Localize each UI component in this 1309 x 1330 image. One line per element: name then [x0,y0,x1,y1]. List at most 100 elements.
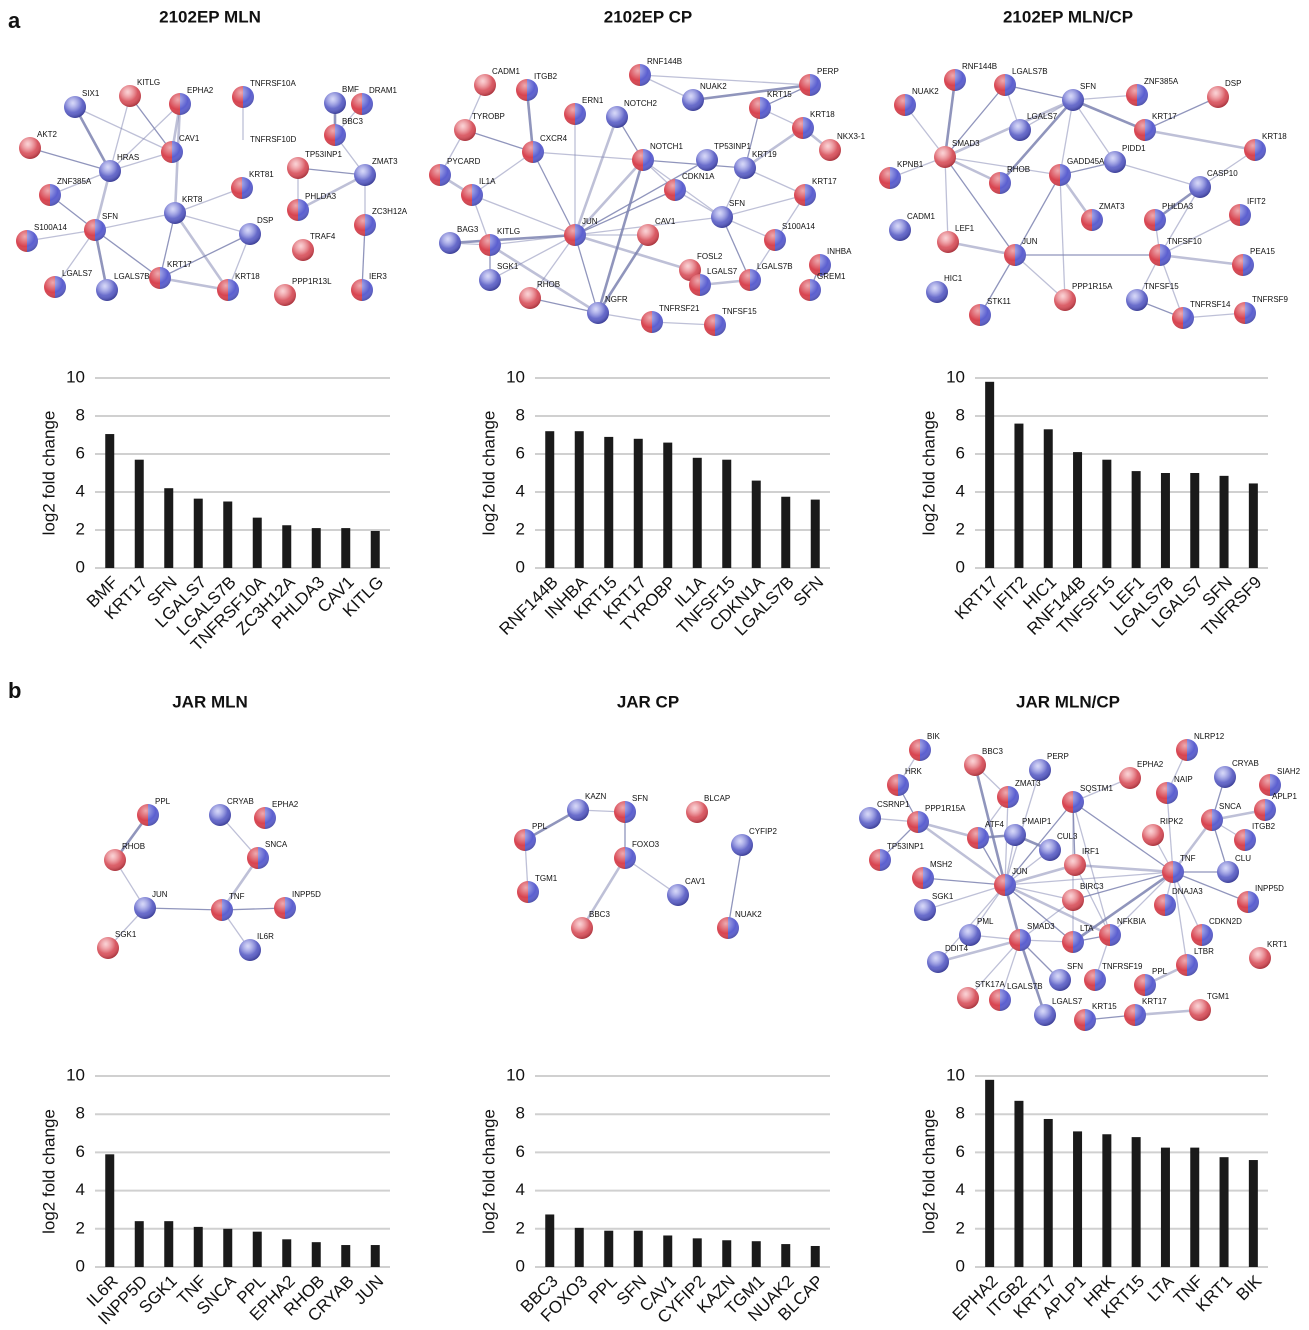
node-shine [97,937,119,959]
y-tick-label: 2 [956,1218,965,1237]
node-shine [239,939,261,961]
node-label: NOTCH2 [624,99,657,108]
y-axis-label: log2 fold change [39,411,58,536]
node-label: ZNF385A [1144,77,1179,86]
node-label: NGFR [605,295,628,304]
node-shine [614,847,636,869]
network-title: JAR MLN/CP [1016,692,1120,711]
bar [223,1229,232,1267]
node-label: SIAH2 [1277,767,1301,776]
edge [533,152,643,160]
node-shine [239,223,261,245]
node-shine [1191,924,1213,946]
bar [1190,473,1199,568]
y-tick-label: 6 [516,1142,525,1161]
node-label: KPNB1 [897,160,924,169]
node-label: EPHA2 [272,800,299,809]
node-shine [1049,969,1071,991]
node-shine [907,811,929,833]
node-label: LGALS7B [114,272,150,281]
node-shine [869,849,891,871]
node-label: PHLDA3 [1162,202,1194,211]
network: BIKBBC3NLRP12PERPHRKZMAT3EPHA2CRYABSIAH2… [859,732,1301,1031]
node-label: NUAK2 [912,87,939,96]
node-shine [1237,891,1259,913]
node-label: CAV1 [655,217,676,226]
node-shine [209,804,231,826]
y-tick-label: 0 [76,557,85,576]
network: KAZNSFNBLCAPPPLCYFIP2FOXO3TGM1BBC3CAV1NU… [514,792,778,939]
node-shine [247,847,269,869]
node-label: ZNF385A [57,177,92,186]
node-label: CADM1 [492,67,521,76]
x-tick-label: PPL [585,1272,621,1308]
node-shine [1104,151,1126,173]
node-shine [686,801,708,823]
node-label: LEF1 [955,224,975,233]
bar [164,488,173,568]
node-label: INPP5D [292,890,321,899]
node-label: SIX1 [82,89,100,98]
node-shine [606,106,628,128]
node-label: CXCR4 [540,134,568,143]
node-shine [887,774,909,796]
bar [105,434,114,568]
bar [781,497,790,568]
node-shine [479,234,501,256]
bar [722,1240,731,1267]
node-label: LGALS7B [1007,982,1043,991]
node-shine [351,93,373,115]
node-shine [1189,999,1211,1021]
node-label: RHOB [1007,165,1030,174]
node-label: CLU [1235,854,1251,863]
y-tick-label: 4 [956,481,965,500]
node-label: SMAD3 [952,139,980,148]
node-label: DNAJA3 [1172,887,1203,896]
y-tick-label: 2 [516,1218,525,1237]
network-title: JAR MLN [172,692,248,711]
bar [371,1245,380,1267]
bar [985,382,994,568]
y-tick-label: 2 [956,519,965,538]
node-shine [292,239,314,261]
edge [95,230,160,278]
bar [604,1231,613,1267]
node-shine [682,89,704,111]
node-label: NKX3-1 [837,132,866,141]
node-label: KRT18 [810,110,835,119]
edge [145,908,222,910]
node-label: BMF [342,85,359,94]
bar [752,1241,761,1267]
edge [472,195,575,235]
node-label: RNF144B [962,62,997,71]
node-shine [137,804,159,826]
node-label: DDIT4 [945,944,969,953]
node-shine [731,834,753,856]
network: RNF144BLGALS7BSFNZNF385ADSPNUAK2LGALS7KR… [879,62,1289,329]
bar [312,528,321,568]
node-shine [1064,854,1086,876]
node-label: TGM1 [535,874,558,883]
node-shine [1217,861,1239,883]
bar [223,502,232,569]
node-shine [704,314,726,336]
node-label: KRT17 [1152,112,1177,121]
node-label: KITLG [137,78,160,87]
node-label: MSH2 [930,860,953,869]
node-label: CASP10 [1207,169,1238,178]
node-label: PIDD1 [1122,144,1146,153]
panel-label: b [8,678,21,703]
node-shine [1142,824,1164,846]
node-label: PYCARD [447,157,481,166]
y-tick-label: 6 [76,1142,85,1161]
y-tick-label: 0 [516,1256,525,1275]
node-shine [794,184,816,206]
y-tick-label: 4 [76,481,85,500]
node-shine [64,96,86,118]
node-label: KRT18 [1262,132,1287,141]
y-tick-label: 8 [76,1104,85,1123]
node-label: ERN1 [582,96,604,105]
edge [1115,162,1200,187]
node-label: SFN [632,794,648,803]
